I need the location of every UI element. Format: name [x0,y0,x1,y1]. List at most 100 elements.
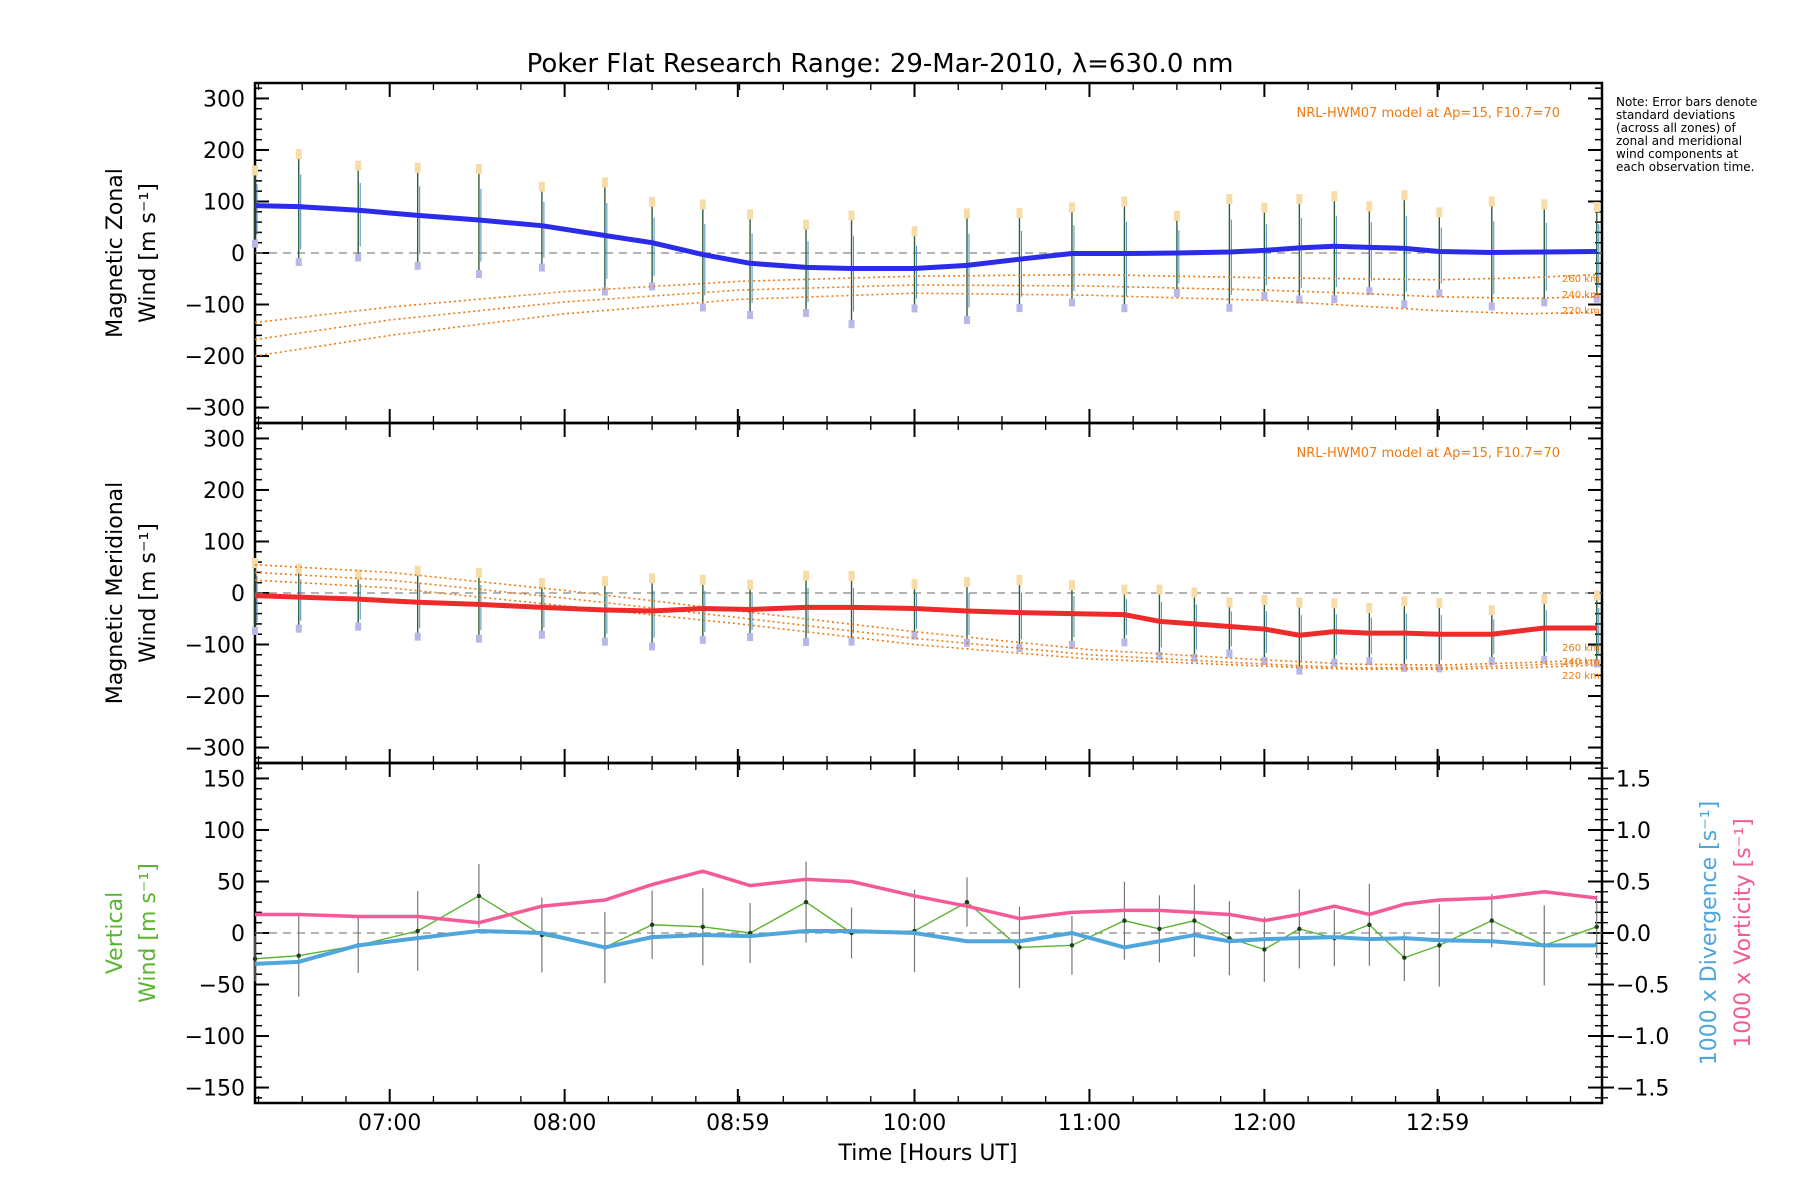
vertical-y2-axis: −1.5 −1.0 −0.5 0.0 0.5 1.0 1.5 [1602,767,1669,1102]
vertical-wind-point [964,899,970,905]
x-tick-label: 10:00 [883,1111,946,1136]
zonal-zone-marker-lower [699,303,706,312]
zonal-zone-marker-upper [1366,201,1373,212]
meridional-zone-marker-lower [1593,659,1600,668]
zonal-zone-marker-lower [355,253,362,262]
meridional-zone-marker-upper [414,565,421,576]
vertical-ytick-label: 50 [217,870,245,895]
x-axis-label: Time [Hours UT] [838,1141,1018,1166]
zonal-zone-marker-upper [252,165,258,176]
zonal-zone-marker-upper [1541,199,1548,210]
meridional-zone-marker-lower [1401,663,1408,672]
zonal-y-axis: −300 −200 −100 0 100 200 300 [185,87,1602,422]
zonal-ytick-label: 100 [203,190,245,215]
zonal-zone-marker-upper [1593,201,1600,212]
zonal-zone-marker-upper [414,162,421,173]
meridional-zone-marker-lower [475,634,482,643]
vorticity-axis-label: 1000 x Vorticity [s⁻¹] [1731,818,1756,1048]
zonal-zone-marker-lower [475,269,482,278]
zonal-zone-marker-upper [803,219,810,230]
meridional-zone-marker-upper [1296,597,1303,608]
meridional-zone-marker-upper [1436,597,1443,608]
meridional-zone-marker-upper [699,574,706,585]
vertical-ylabel-line2: Wind [m s⁻¹] [136,863,161,1003]
zonal-ytick-label: −300 [185,397,245,422]
meridional-zone-marker-lower [1331,658,1338,667]
vertical-wind-point [252,956,258,961]
zonal-ytick-label: −100 [185,294,245,319]
vertical-wind-point [296,953,301,958]
zonal-zone-marker-lower [848,320,855,329]
zonal-zone-marker-lower [1121,304,1128,313]
y2-tick-label: 1.5 [1616,767,1651,792]
zonal-zone-marker-upper [848,210,855,221]
vertical-wind-point [1017,945,1022,950]
zonal-zone-marker-upper [1331,191,1338,202]
zonal-alt-label-220: 220 km [1562,306,1600,317]
meridional-zone-marker-upper [475,567,482,578]
meridional-zone-marker-lower [911,631,918,640]
vertical-y-axis: −150 −100 −50 0 50 100 150 [185,767,1602,1102]
zonal-zone-marker-lower [601,287,608,296]
divergence-axis-label: 1000 x Divergence [s⁻¹] [1697,801,1722,1065]
zonal-ylabel-line2: Wind [m s⁻¹] [136,183,161,323]
meridional-zone-marker-lower [1541,656,1548,665]
meridional-zone-marker-upper [1226,597,1233,608]
meridional-zone-marker-lower [538,630,545,639]
zonal-zone-marker-lower [1261,291,1268,300]
meridional-zone-marker-upper [1488,605,1495,616]
zonal-zone-marker-lower [1173,288,1180,297]
vertical-plot-area [252,763,1602,1103]
zonal-zone-marker-lower [1401,300,1408,309]
meridional-zone-marker-upper [252,557,258,568]
x-tick-label: 07:00 [358,1111,421,1136]
meridional-ytick-label: −100 [185,634,245,659]
zonal-zone-marker-lower [1296,295,1303,304]
zonal-zone-marker-upper [747,209,754,220]
meridional-alt-label-220: 220 km [1562,671,1600,682]
y2-tick-label: 0.0 [1616,922,1651,947]
zonal-model-curve-260km [254,273,1597,324]
zonal-zone-marker-lower [1488,302,1495,311]
meridional-zone-marker-lower [601,637,608,646]
meridional-model-curve-240km [254,571,1597,669]
meridional-zone-marker-upper [1401,596,1408,607]
zonal-zone-marker-lower [747,311,754,320]
meridional-zone-marker-lower [1156,651,1163,660]
vertical-wind-point [1262,947,1267,952]
meridional-zone-marker-lower [1296,666,1303,675]
zonal-ytick-label: −200 [185,345,245,370]
vertical-wind-point [649,922,655,927]
zonal-zone-marker-lower [1016,304,1023,313]
meridional-zone-marker-upper [803,570,810,581]
meridional-ylabel-line2: Wind [m s⁻¹] [136,523,161,663]
y2-tick-label: 0.5 [1616,870,1651,895]
zonal-zone-marker-lower [1366,287,1373,296]
meridional-mean-wind-line [254,593,1597,638]
meridional-zone-marker-upper [1191,587,1198,598]
meridional-zone-marker-upper [295,563,302,574]
x-tick-label: 08:00 [533,1111,596,1136]
meridional-zone-marker-upper [1366,603,1373,614]
zonal-zone-marker-lower [295,258,302,267]
meridional-zone-marker-upper [963,577,970,588]
meridional-zone-marker-upper [649,573,656,584]
zonal-zone-marker-upper [911,226,918,237]
meridional-zone-marker-lower [699,635,706,644]
meridional-zone-marker-lower [1068,640,1075,649]
meridional-plot-area [252,423,1602,763]
meridional-zone-marker-lower [1261,656,1268,665]
meridional-zone-marker-lower [747,633,754,642]
meridional-zone-marker-upper [1331,598,1338,609]
zonal-zone-marker-upper [1296,193,1303,204]
divergence-line [254,928,1597,966]
meridional-y-axis: −300 −200 −100 0 100 200 300 [185,427,1602,762]
vertical-wind-point [1122,918,1127,923]
x-tick-label: 12:00 [1233,1111,1296,1136]
zonal-model-curve-240km [254,284,1597,341]
zonal-zone-marker-lower [1331,295,1338,304]
vertical-wind-point [1297,926,1302,932]
vertical-wind-point [700,924,706,930]
y2-tick-label: 1.0 [1616,819,1651,844]
